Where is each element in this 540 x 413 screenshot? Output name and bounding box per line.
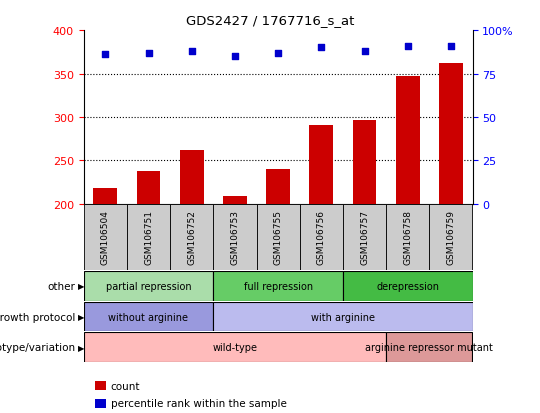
- Bar: [213, 302, 472, 332]
- Point: [144, 50, 153, 57]
- Text: other: other: [48, 281, 76, 291]
- Text: GSM106751: GSM106751: [144, 210, 153, 265]
- Bar: [93, 189, 117, 204]
- Text: GSM106755: GSM106755: [274, 210, 282, 265]
- Text: percentile rank within the sample: percentile rank within the sample: [111, 398, 287, 408]
- Text: without arginine: without arginine: [109, 312, 188, 322]
- Text: with arginine: with arginine: [311, 312, 375, 322]
- Text: full repression: full repression: [244, 281, 313, 291]
- Bar: [439, 64, 463, 204]
- Text: GSM106756: GSM106756: [317, 210, 326, 265]
- Point: [274, 50, 282, 57]
- Text: GDS2427 / 1767716_s_at: GDS2427 / 1767716_s_at: [186, 14, 354, 27]
- Bar: [84, 204, 127, 271]
- Bar: [213, 204, 256, 271]
- Bar: [180, 151, 204, 204]
- Bar: [343, 271, 472, 301]
- Text: GSM106753: GSM106753: [231, 210, 239, 265]
- Bar: [127, 204, 170, 271]
- Text: growth protocol: growth protocol: [0, 312, 76, 322]
- Bar: [223, 197, 247, 204]
- Text: GSM106752: GSM106752: [187, 210, 196, 264]
- Text: ▶: ▶: [78, 312, 85, 321]
- Point: [403, 43, 412, 50]
- Bar: [170, 204, 213, 271]
- Text: genotype/variation: genotype/variation: [0, 342, 76, 352]
- Bar: [137, 171, 160, 204]
- Text: GSM106759: GSM106759: [447, 210, 455, 265]
- Bar: [84, 302, 213, 332]
- Point: [360, 48, 369, 55]
- Bar: [256, 204, 300, 271]
- Text: GSM106504: GSM106504: [101, 210, 110, 264]
- Bar: [309, 126, 333, 204]
- Text: derepression: derepression: [376, 281, 439, 291]
- Bar: [266, 170, 290, 204]
- Point: [317, 45, 326, 52]
- Bar: [386, 332, 472, 362]
- Text: GSM106757: GSM106757: [360, 210, 369, 265]
- Bar: [213, 271, 343, 301]
- Text: wild-type: wild-type: [212, 342, 258, 352]
- Bar: [386, 204, 429, 271]
- Text: partial repression: partial repression: [106, 281, 191, 291]
- Bar: [300, 204, 343, 271]
- Text: arginine repressor mutant: arginine repressor mutant: [366, 342, 493, 352]
- Text: GSM106758: GSM106758: [403, 210, 412, 265]
- Bar: [343, 204, 386, 271]
- Point: [187, 48, 196, 55]
- Point: [231, 54, 239, 60]
- Text: count: count: [111, 381, 140, 391]
- Text: ▶: ▶: [78, 282, 85, 291]
- Bar: [84, 332, 386, 362]
- Bar: [84, 271, 213, 301]
- Bar: [353, 121, 376, 204]
- Point: [447, 43, 455, 50]
- Bar: [396, 77, 420, 204]
- Text: ▶: ▶: [78, 343, 85, 352]
- Point: [101, 52, 110, 59]
- Bar: [429, 204, 472, 271]
